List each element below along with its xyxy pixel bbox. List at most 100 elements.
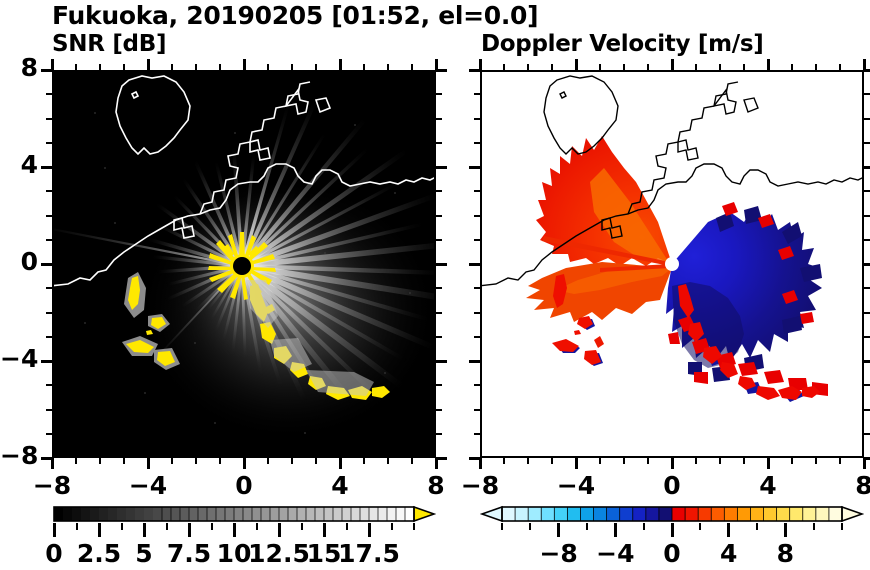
colorbar-step [242, 506, 253, 522]
doppler-colorbar-tick [841, 523, 843, 530]
doppler-plot-panel[interactable] [480, 70, 864, 458]
snr-colorbar-tick [390, 523, 393, 530]
y-tick-right [436, 68, 447, 72]
x-axis-label: 8 [427, 471, 445, 500]
x-tick [338, 458, 342, 469]
x-tick [815, 458, 817, 464]
colorbar-step [341, 506, 352, 522]
x-tick [315, 458, 317, 464]
colorbar-step [619, 506, 634, 522]
snr-colorbar[interactable] [52, 505, 436, 531]
colorbar-step [658, 506, 673, 522]
y-tick [46, 335, 52, 338]
x-axis-label: −8 [32, 471, 72, 500]
snr-colorbar-canvas [53, 505, 436, 523]
doppler-plot-canvas [482, 72, 862, 456]
y-tick-right [436, 117, 442, 120]
colorbar-step [736, 506, 752, 522]
y-tick-right [864, 359, 870, 363]
snr-colorbar-tick [367, 523, 371, 537]
doppler-colorbar-label: −8 [539, 539, 578, 568]
doppler-colorbar-tick [613, 523, 617, 537]
colorbar-step [828, 506, 843, 522]
colorbar-step [710, 506, 726, 522]
y-tick [46, 190, 52, 193]
doppler-colorbar[interactable] [480, 505, 864, 531]
y-tick-right [436, 190, 442, 193]
x-tick-top [267, 64, 269, 70]
x-tick [599, 458, 601, 464]
x-tick-top [503, 64, 505, 70]
colorbar-step [296, 506, 307, 522]
y-tick-right [864, 456, 870, 460]
x-tick [387, 458, 389, 464]
y-tick [41, 456, 52, 460]
x-tick [478, 458, 482, 469]
y-tick-right [436, 311, 442, 314]
y-tick [474, 287, 480, 290]
x-axis-label: 0 [235, 471, 253, 500]
y-tick [46, 117, 52, 120]
x-tick-top [434, 59, 438, 70]
doppler-colorbar-tick [812, 523, 815, 530]
doppler-colorbar-canvas [480, 505, 864, 523]
snr-colorbar-label: 0 [45, 539, 63, 568]
x-tick-top [338, 59, 342, 70]
snr-colorbar-tick [322, 523, 326, 537]
colorbar-step [368, 506, 379, 522]
colorbar-step [540, 506, 556, 522]
snr-plot-canvas [54, 72, 434, 456]
x-tick [363, 458, 365, 464]
colorbar-step [269, 506, 280, 522]
colorbar-step [566, 506, 582, 522]
doppler-colorbar-tick [501, 523, 503, 530]
colorbar-step [314, 506, 325, 522]
x-tick-top [99, 64, 101, 70]
snr-colorbar-label: 15 [306, 539, 342, 568]
colorbar-step [144, 507, 154, 521]
colorbar-step [359, 506, 370, 522]
colorbar-step [54, 507, 64, 521]
colorbar-step [224, 506, 235, 522]
x-tick-top [815, 64, 817, 70]
x-tick-top [242, 59, 246, 70]
x-axis-label: 0 [663, 471, 681, 500]
y-tick [41, 165, 52, 169]
snr-colorbar-label: 2.5 [76, 539, 122, 568]
snr-colorbar-tick [345, 523, 348, 530]
colorbar-step [350, 506, 361, 522]
y-tick [474, 93, 480, 96]
snr-coastline [54, 75, 434, 287]
colorbar-step [117, 507, 127, 521]
y-axis-label: −8 [0, 441, 39, 470]
colorbar-step [776, 506, 791, 522]
y-tick-right [864, 311, 870, 314]
y-tick-right [436, 456, 447, 460]
doppler-colorbar-label: 4 [719, 539, 738, 568]
y-tick [474, 335, 480, 338]
y-tick-right [864, 93, 870, 96]
y-tick [46, 384, 52, 387]
colorbar-step [170, 506, 181, 522]
y-tick [41, 68, 52, 72]
x-tick-top [146, 59, 150, 70]
colorbar-step [260, 506, 271, 522]
x-tick-top [791, 64, 793, 70]
snr-plot-panel[interactable] [52, 70, 436, 458]
colorbar-step [684, 506, 699, 522]
doppler-colorbar-tick [529, 523, 532, 530]
y-tick-right [864, 190, 870, 193]
x-tick-top [862, 59, 866, 70]
x-tick-top [695, 64, 697, 70]
colorbar-step [251, 506, 262, 522]
y-tick [46, 238, 52, 241]
x-tick [647, 458, 649, 464]
x-tick [766, 458, 770, 469]
x-tick [146, 458, 150, 469]
colorbar-step [763, 506, 778, 522]
x-tick-top [171, 64, 173, 70]
x-tick [574, 458, 578, 469]
y-tick-right [436, 384, 442, 387]
y-tick [46, 287, 52, 290]
colorbar-step [197, 506, 208, 522]
